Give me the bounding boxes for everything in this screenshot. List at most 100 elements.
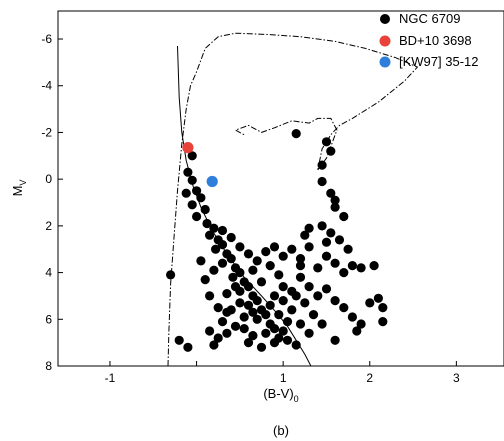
data-point-ngc — [278, 251, 288, 261]
data-point-ngc — [369, 261, 379, 271]
data-point-ngc — [187, 200, 197, 210]
data-point-ngc — [256, 342, 267, 352]
x-tick-label: 1 — [280, 371, 287, 385]
y-axis-title-main: M — [10, 186, 25, 197]
y-axis-title-sub: V — [18, 180, 28, 186]
legend-label-bd: BD+10 3698 — [399, 33, 472, 48]
data-point-ngc — [202, 218, 212, 229]
data-point-ngc — [300, 298, 310, 308]
data-point-ngc — [269, 242, 280, 252]
data-point-ngc — [330, 202, 340, 212]
data-point-ngc — [339, 303, 349, 313]
data-point-ngc — [291, 340, 301, 350]
data-point-ngc — [187, 175, 197, 185]
data-point-ngc — [356, 263, 366, 273]
data-point-ngc — [230, 282, 241, 292]
data-point-ngc — [378, 303, 388, 313]
data-point-ngc — [235, 298, 245, 308]
data-point-ngc — [235, 242, 245, 252]
data-point-ngc — [295, 254, 306, 264]
data-point-ngc — [196, 256, 206, 266]
data-point-ngc — [300, 230, 310, 240]
data-point-ngc — [209, 340, 219, 350]
legend: NGC 6709 BD+10 3698 [KW97] 35-12 — [379, 11, 479, 69]
data-point-kw — [206, 175, 218, 188]
data-point-ngc — [217, 240, 228, 250]
data-point-ngc — [274, 270, 284, 280]
y-tick-label: -2 — [41, 125, 52, 139]
data-point-ngc — [243, 282, 254, 292]
data-point-ngc — [235, 268, 245, 278]
data-point-ngc — [183, 342, 193, 352]
data-point-ngc — [261, 247, 271, 257]
data-point-ngc — [326, 228, 336, 238]
data-point-ngc — [243, 338, 254, 348]
figure-caption: (b) — [273, 423, 289, 438]
y-tick-label: 6 — [45, 312, 52, 326]
data-point-ngc — [313, 263, 323, 273]
data-point-ngc — [282, 317, 293, 327]
data-point-ngc — [252, 314, 262, 324]
data-point-ngc — [274, 310, 284, 320]
data-point-ngc — [228, 272, 238, 282]
data-point-ngc — [330, 335, 340, 345]
data-point-ngc — [213, 333, 223, 343]
data-point-ngc — [200, 204, 210, 215]
data-point-ngc — [222, 328, 232, 338]
data-point-ngc — [330, 195, 340, 205]
data-point-ngc — [295, 272, 306, 282]
data-point-ngc — [209, 265, 219, 275]
x-tick-label: 3 — [453, 371, 460, 385]
data-point-ngc — [205, 326, 215, 336]
data-point-ngc — [187, 151, 197, 161]
data-point-ngc — [291, 291, 301, 301]
data-point-ngc — [183, 167, 193, 177]
data-point-ngc — [226, 254, 236, 264]
data-point-ngc — [252, 296, 262, 306]
data-point-ngc — [200, 275, 210, 285]
data-point-ngc — [239, 312, 249, 322]
data-point-ngc — [356, 319, 366, 329]
data-point-ngc — [222, 289, 232, 299]
y-tick-label: 0 — [45, 172, 52, 186]
data-point-ngc — [252, 256, 262, 266]
data-point-ngc — [174, 335, 184, 345]
data-point-ngc — [261, 310, 271, 320]
data-point-ngc — [321, 284, 332, 294]
data-point-bd — [182, 142, 194, 154]
data-point-ngc — [278, 326, 288, 336]
data-point-ngc — [378, 317, 388, 327]
data-point-ngc — [326, 146, 336, 156]
x-tick-label: 2 — [366, 371, 373, 385]
data-point-ngc — [339, 211, 349, 222]
data-point-ngc — [352, 326, 362, 336]
data-point-ngc — [217, 317, 228, 327]
data-point-ngc — [261, 328, 271, 338]
data-point-ngc — [308, 310, 319, 320]
y-tick-label: 8 — [45, 359, 52, 373]
data-point-ngc — [339, 268, 349, 278]
data-point-ngc — [243, 249, 254, 259]
plot-frame — [57, 10, 504, 367]
data-point-ngc — [205, 230, 215, 240]
data-point-ngc — [211, 244, 221, 254]
data-point-ngc — [304, 328, 314, 338]
data-point-ngc — [269, 291, 280, 301]
data-point-ngc — [278, 296, 288, 306]
data-point-ngc — [205, 291, 215, 301]
data-point-ngc — [192, 211, 202, 222]
data-point-ngc — [321, 237, 332, 247]
data-point-ngc — [265, 261, 275, 271]
data-point-ngc — [230, 321, 241, 331]
data-point-ngc — [317, 319, 327, 329]
data-point-ngc — [365, 298, 375, 308]
data-point-ngc — [317, 221, 327, 231]
data-point-ngc — [248, 307, 258, 317]
data-point-ngc — [317, 160, 327, 170]
data-point-ngc — [334, 235, 345, 245]
data-point-ngc — [317, 176, 327, 187]
data-point-ngc — [287, 305, 297, 315]
data-point-ngc — [226, 305, 236, 315]
data-point-ngc — [217, 225, 228, 236]
